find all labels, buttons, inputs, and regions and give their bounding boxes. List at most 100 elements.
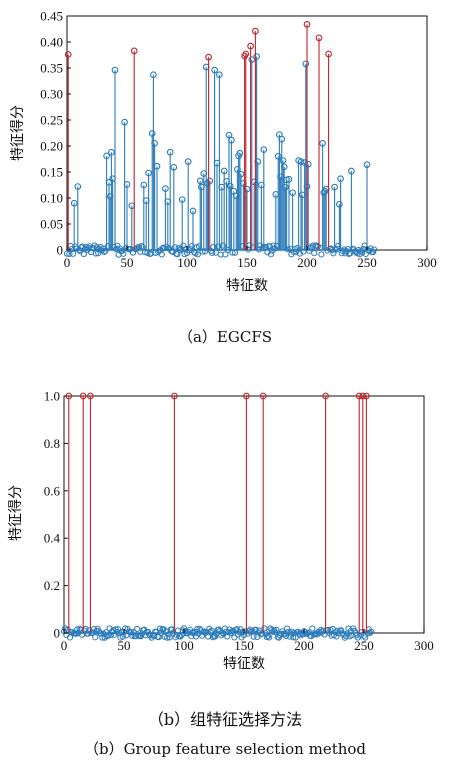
chart-a-xtick-label: 50 — [121, 255, 134, 270]
chart-a-point-marker — [121, 118, 128, 126]
chart-a-baseline-marker — [119, 247, 126, 255]
chart-a-point-marker — [151, 140, 158, 147]
chart-b-baseline-marker — [286, 633, 293, 640]
chart-a-point-marker — [206, 177, 214, 185]
chart-a-baseline-marker — [318, 251, 325, 258]
chart-a-point-marker — [150, 71, 157, 79]
chart-a-baseline-marker — [267, 251, 275, 258]
chart-a-point-marker — [111, 66, 119, 74]
chart-a-xtick-label: 250 — [357, 255, 377, 270]
chart-a-selected-point-marker — [130, 47, 138, 55]
chart-a-caption: （a）EGCFS — [177, 328, 273, 346]
chart-a-point-marker — [216, 71, 223, 79]
chart-b-baseline-marker — [164, 634, 171, 641]
chart-a-selected-point-marker — [303, 20, 311, 28]
chart-a-point-marker — [145, 169, 152, 177]
chart-a-point-marker — [166, 148, 174, 156]
chart-b-ytick-label: 0.2 — [44, 578, 60, 593]
chart-a-point-marker — [248, 56, 256, 64]
chart-b-selected-point-marker — [355, 392, 363, 400]
chart-b-baseline-marker — [134, 625, 141, 633]
chart-a-point-marker — [162, 185, 169, 192]
chart-a-point-marker — [319, 140, 326, 147]
chart-b-ylabel: 特征得分 — [7, 485, 24, 541]
chart-a-ytick-label: 0.20 — [40, 139, 63, 154]
chart-b-baseline-marker — [266, 634, 273, 641]
chart-b-xlabel: 特征数 — [223, 656, 265, 672]
chart-a-point-marker — [220, 167, 228, 175]
chart-a-ytick-label: 0.45 — [40, 9, 63, 24]
chart-b-baseline-marker — [212, 633, 219, 640]
chart-a-point-marker — [280, 163, 288, 171]
chart-a-xtick-label: 0 — [64, 255, 71, 270]
chart-b-ytick-label: 0.4 — [44, 531, 61, 546]
chart-a-ytick-label: 0.10 — [40, 191, 63, 206]
chart-a-point-marker — [70, 199, 78, 207]
chart-a-baseline-marker — [69, 250, 77, 257]
chart-b-ytick-label: 0.8 — [44, 436, 60, 451]
chart-a-point-marker — [108, 148, 115, 156]
chart-a-point-marker — [74, 183, 82, 190]
chart-a-point-marker — [289, 189, 296, 197]
chart-a-baseline-marker — [239, 243, 246, 250]
chart-b-baseline-marker — [196, 625, 203, 632]
chart-b-xtick-label: 150 — [234, 638, 254, 653]
chart-b-frame — [63, 395, 425, 634]
chart-a-baseline-marker — [92, 250, 99, 257]
chart-a-point-marker — [253, 53, 260, 60]
chart-a-selected-point-marker — [64, 51, 72, 58]
chart-a-point-marker — [196, 177, 204, 185]
chart-a-point-marker — [225, 131, 233, 139]
chart-a-baseline-marker — [219, 242, 227, 249]
chart-a-selected-point-marker — [252, 27, 259, 35]
chart-a-point-marker — [337, 175, 344, 183]
chart-a-point-marker — [226, 182, 234, 190]
chart-b-baseline-marker — [231, 634, 238, 641]
chart-b-xtick-label: 0 — [61, 638, 68, 653]
chart-a-selected-point-marker — [325, 50, 332, 58]
chart-a-point-marker — [285, 175, 293, 183]
chart-b-selected-point-marker — [363, 392, 370, 400]
chart-b-baseline-marker — [122, 625, 129, 632]
chart-b-baseline-marker — [290, 634, 297, 641]
chart-a-xlabel: 特征数 — [226, 278, 268, 294]
chart-a-baseline-marker — [158, 251, 165, 258]
chart-b-baseline-marker — [362, 634, 369, 641]
chart-b-baseline-marker — [296, 630, 303, 638]
chart-b-baseline-marker — [228, 628, 236, 635]
chart-b-selected-point-marker — [87, 392, 94, 400]
chart-a-baseline-marker — [300, 248, 307, 255]
chart-b-caption-cn: （b）组特征选择方法 — [147, 710, 303, 729]
chart-a-baseline-marker — [63, 250, 71, 257]
chart-a-point-marker — [282, 183, 289, 191]
chart-b-baseline-marker — [207, 629, 214, 636]
chart-a-point-marker — [140, 181, 148, 189]
chart-a-point-marker — [260, 146, 268, 153]
chart-a-selected-point-marker — [315, 34, 323, 42]
chart-b-selected-point-marker — [359, 392, 367, 400]
chart-b-baseline-marker — [261, 625, 268, 632]
chart-a-point-marker — [153, 162, 161, 170]
chart-a-ytick-label: 0.05 — [40, 217, 63, 232]
chart-a-point-marker — [184, 158, 192, 165]
chart-b-baseline-marker — [92, 634, 99, 641]
chart-a-baseline-marker — [293, 248, 300, 255]
chart-b-xtick-label: 250 — [354, 638, 374, 653]
chart-a-baseline-marker — [104, 243, 111, 250]
chart-a-point-marker — [279, 157, 287, 164]
chart-a-ytick-label: 0.25 — [40, 113, 63, 128]
chart-a-baseline-marker — [199, 248, 206, 255]
chart-b-baseline-marker — [368, 628, 375, 635]
chart-b-xtick-label: 300 — [414, 638, 434, 653]
chart-b: 0 50 100 150 200 250 300 0 0.2 0.4 0.6 0.8 1.0 特征数 特… — [7, 389, 434, 673]
chart-b-xtick-label: 200 — [294, 638, 314, 653]
chart-a-selected-point-marker — [242, 50, 250, 58]
chart-b-baseline-marker — [166, 634, 173, 641]
chart-a-point-marker — [336, 200, 343, 208]
chart-b-selected-point-marker — [79, 392, 87, 400]
chart-b-ytick-label: 0 — [54, 626, 61, 641]
chart-a-point-marker — [304, 160, 312, 168]
chart-a-point-marker — [178, 196, 186, 203]
chart-b-baseline-marker — [224, 633, 231, 640]
